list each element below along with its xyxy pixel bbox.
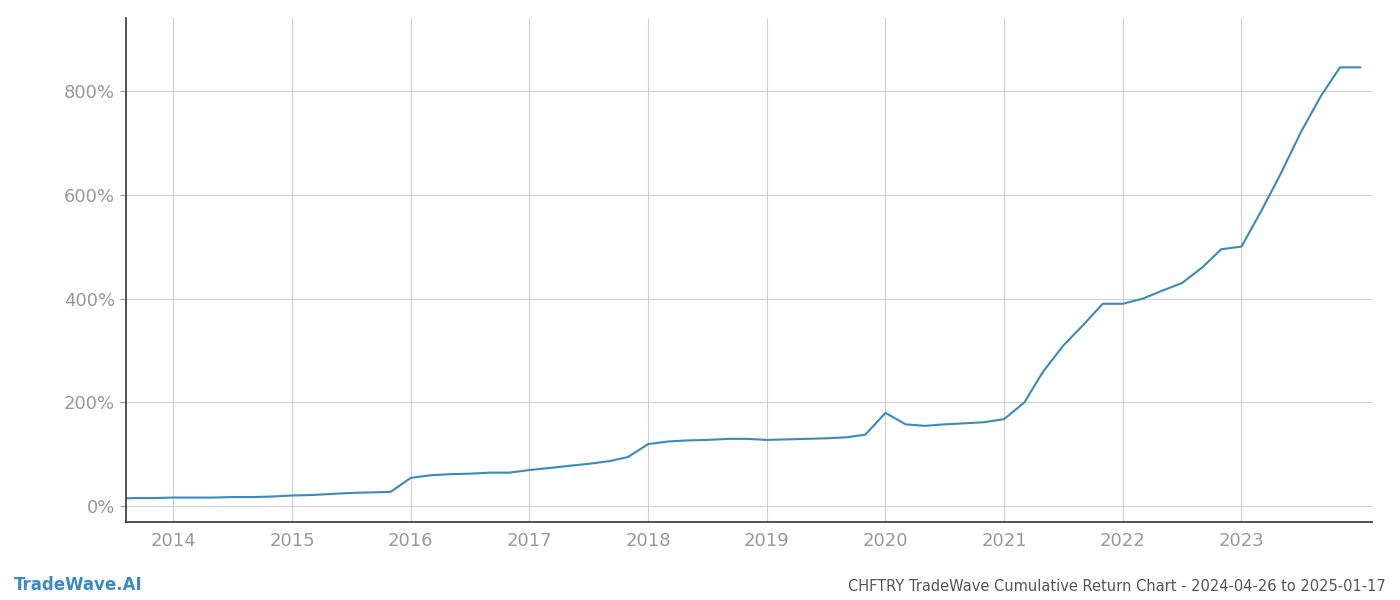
Text: TradeWave.AI: TradeWave.AI [14,576,143,594]
Text: CHFTRY TradeWave Cumulative Return Chart - 2024-04-26 to 2025-01-17: CHFTRY TradeWave Cumulative Return Chart… [848,579,1386,594]
